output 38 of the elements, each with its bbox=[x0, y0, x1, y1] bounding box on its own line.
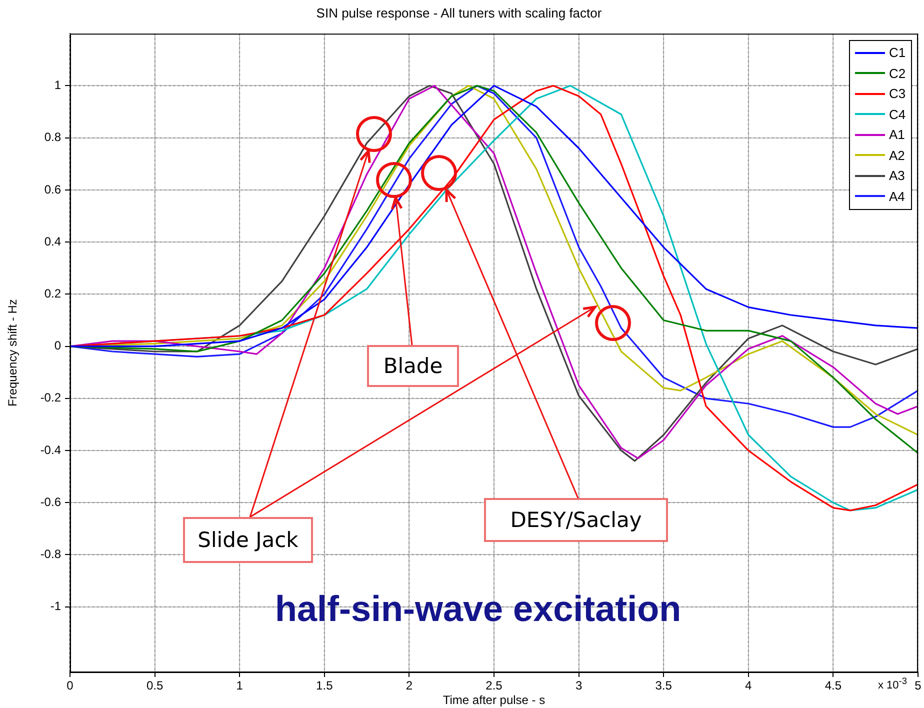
y-tick-label: 0.4 bbox=[44, 234, 62, 248]
y-tick-label: -1 bbox=[50, 599, 62, 614]
x-tick-label: 1 bbox=[236, 678, 244, 693]
x-tick-label: 1.5 bbox=[316, 678, 334, 693]
legend-label: A2 bbox=[889, 148, 905, 163]
y-tick-label: 0.6 bbox=[44, 182, 62, 196]
x-axis-title: Time after pulse - s bbox=[442, 693, 546, 708]
legend-label: C1 bbox=[889, 45, 906, 60]
x-tick-label: 4 bbox=[745, 678, 752, 693]
legend-label: C3 bbox=[889, 86, 906, 102]
annotation: DESY/Saclay bbox=[484, 498, 668, 542]
legend-label: A1 bbox=[889, 127, 905, 142]
legend-label: A3 bbox=[889, 168, 905, 184]
y-tick-label: 1 bbox=[54, 78, 62, 92]
x-tick-label: 2 bbox=[406, 678, 413, 693]
chart-title: SIN pulse response - All tuners with scaling factor bbox=[316, 5, 602, 20]
y-tick-label: -0.2 bbox=[40, 390, 62, 405]
y-tick-label: 0.8 bbox=[44, 130, 62, 144]
x-tick-label: 5 bbox=[914, 678, 922, 693]
annotation: Slide Jack bbox=[183, 517, 313, 563]
legend-label: C4 bbox=[889, 106, 906, 122]
x-tick-label: 0 bbox=[66, 678, 74, 693]
x-tick-label: 3 bbox=[575, 678, 582, 693]
annotation: Blade bbox=[367, 345, 459, 387]
y-axis-title: Frequency shift - Hz bbox=[6, 299, 20, 406]
legend-label: C2 bbox=[889, 66, 906, 81]
x-tick-label: 4.5 bbox=[824, 678, 842, 693]
annotation: half-sin-wave excitation bbox=[275, 588, 682, 630]
text: x 10$^{-3}$ bbox=[878, 676, 907, 692]
x-tick-label: 3.5 bbox=[655, 678, 672, 693]
legend-label: A4 bbox=[889, 188, 905, 204]
y-tick-label: 0.2 bbox=[44, 286, 62, 300]
x-tick-label: 0.5 bbox=[146, 678, 164, 693]
y-tick-label: -0.6 bbox=[40, 494, 62, 509]
y-tick-label: -0.8 bbox=[40, 547, 62, 562]
y-tick-label: -0.4 bbox=[40, 442, 62, 457]
y-tick-label: 0 bbox=[54, 338, 62, 353]
x-tick-label: 2.5 bbox=[486, 678, 503, 693]
